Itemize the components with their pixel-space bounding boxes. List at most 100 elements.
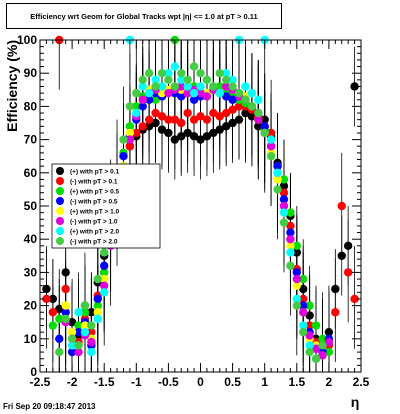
- data-point: [324, 337, 334, 347]
- data-point: [157, 112, 167, 121]
- data-point: [196, 135, 205, 144]
- data-point: [305, 301, 314, 310]
- data-point: [202, 75, 212, 85]
- x-axis-label: η: [351, 394, 360, 410]
- data-point: [228, 82, 237, 91]
- data-point: [183, 108, 192, 118]
- data-point: [87, 321, 96, 330]
- data-point: [87, 308, 96, 317]
- data-point: [266, 142, 276, 151]
- data-point: [324, 327, 334, 337]
- data-point: [80, 327, 90, 337]
- data-point: [221, 69, 231, 78]
- data-point: [170, 82, 180, 91]
- data-point: [183, 82, 192, 91]
- data-point: [48, 308, 58, 317]
- data-point: [286, 208, 295, 217]
- data-point: [170, 62, 180, 71]
- y-axis-label: Efficiency (%): [4, 40, 20, 132]
- data-point: [74, 321, 83, 330]
- legend-entry-label: (+) with pT > 0.1: [70, 169, 120, 176]
- legend-marker: [56, 217, 64, 225]
- y-tick-label: 40: [24, 232, 38, 246]
- data-point: [299, 284, 308, 294]
- data-point: [266, 128, 276, 138]
- data-point: [189, 62, 199, 71]
- data-point: [311, 354, 321, 363]
- data-point: [138, 102, 147, 111]
- data-point: [299, 327, 308, 337]
- x-tick-label: 1.5: [288, 375, 305, 389]
- data-point: [209, 82, 218, 91]
- data-point: [100, 281, 109, 290]
- data-point: [125, 142, 135, 151]
- y-tick-label: 20: [24, 299, 38, 313]
- data-point: [67, 341, 77, 350]
- data-point: [164, 128, 173, 138]
- data-point: [228, 105, 237, 114]
- data-point: [260, 122, 269, 131]
- data-point: [170, 135, 180, 144]
- data-point: [350, 294, 359, 304]
- data-point: [299, 308, 308, 317]
- data-point: [286, 241, 295, 251]
- data-point: [157, 69, 167, 78]
- data-point: [170, 115, 180, 124]
- data-point: [343, 268, 353, 277]
- data-point: [254, 108, 263, 118]
- x-tick-label: 1: [261, 375, 268, 389]
- data-point: [202, 115, 212, 124]
- data-point: [151, 95, 160, 104]
- data-point: [183, 88, 192, 98]
- data-point: [144, 95, 154, 104]
- x-tick-label: 2.5: [353, 375, 370, 389]
- x-tick-label: -1: [131, 375, 142, 389]
- data-point: [74, 341, 83, 350]
- data-point: [93, 314, 102, 324]
- data-point: [144, 115, 154, 124]
- data-point: [93, 308, 102, 317]
- data-point: [292, 274, 301, 284]
- data-point: [254, 95, 263, 104]
- data-point: [228, 118, 237, 128]
- data-point: [67, 318, 77, 327]
- data-point: [196, 69, 205, 78]
- data-point: [279, 181, 289, 191]
- data-point: [74, 347, 83, 357]
- data-point: [299, 321, 308, 330]
- data-point: [299, 301, 308, 310]
- data-point: [196, 112, 205, 121]
- data-point: [311, 344, 321, 353]
- data-point: [311, 321, 321, 330]
- data-point: [125, 135, 135, 144]
- data-point: [74, 327, 83, 337]
- data-point: [292, 241, 301, 251]
- data-point: [292, 301, 301, 310]
- data-point: [279, 175, 289, 184]
- data-point: [151, 118, 160, 128]
- data-point: [241, 108, 250, 118]
- y-tick-label: 80: [24, 99, 38, 113]
- data-point: [292, 248, 301, 257]
- data-point: [202, 132, 212, 141]
- legend-marker: [56, 167, 64, 175]
- legend-entry-label: (+) with pT > 1.0: [70, 209, 120, 216]
- data-point: [292, 294, 301, 304]
- data-point: [324, 347, 334, 357]
- data-point: [48, 321, 58, 330]
- data-point: [196, 88, 205, 98]
- data-point: [228, 75, 237, 85]
- legend-entry-label: (+) with pT > 0.5: [70, 189, 120, 196]
- legend-marker: [56, 237, 64, 245]
- data-point: [286, 248, 295, 257]
- data-point: [48, 294, 58, 304]
- data-point: [177, 118, 186, 128]
- data-point: [260, 115, 269, 124]
- data-point: [273, 168, 282, 177]
- data-point: [100, 274, 109, 284]
- x-tick-label: 0.5: [224, 375, 241, 389]
- data-point: [305, 321, 314, 330]
- data-point: [119, 152, 128, 161]
- data-point: [286, 261, 295, 270]
- data-point: [80, 308, 90, 317]
